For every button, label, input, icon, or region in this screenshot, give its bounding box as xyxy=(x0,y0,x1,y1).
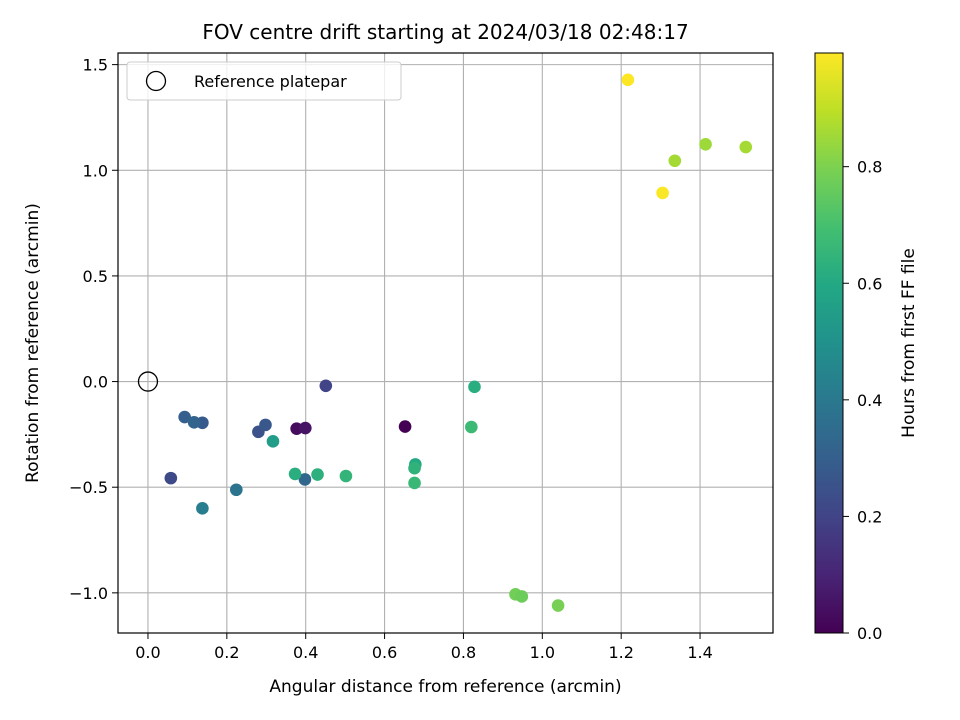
x-axis: 0.0 0.2 0.4 0.6 0.8 1.0 1.2 1.4 xyxy=(135,633,713,662)
scatter-point xyxy=(298,473,312,486)
scatter-point xyxy=(339,469,353,483)
scatter-point xyxy=(178,410,191,424)
legend-reference-label: Reference platepar xyxy=(194,72,347,91)
plot-frame xyxy=(117,52,774,634)
x-tick-label: 0.0 xyxy=(135,643,160,662)
scatter-point xyxy=(230,483,243,497)
x-tick-label: 0.8 xyxy=(451,643,476,662)
scatter-point xyxy=(398,420,412,433)
y-tick-label: −1.0 xyxy=(69,584,108,603)
legend-box xyxy=(126,61,402,101)
chart-title: FOV centre drift starting at 2024/03/18 … xyxy=(202,20,688,44)
x-axis-label: Angular distance from reference (arcmin) xyxy=(269,677,621,697)
x-tick-label: 0.2 xyxy=(214,643,239,662)
scatter-points xyxy=(164,73,753,612)
scatter-point xyxy=(515,590,529,603)
colorbar-label: Hours from first FF file xyxy=(899,248,919,438)
scatter-point xyxy=(408,461,421,475)
colorbar: 0.0 0.2 0.4 0.6 0.8 Hours from first FF file xyxy=(814,52,919,643)
scatter-point xyxy=(259,418,272,432)
legend: Reference platepar xyxy=(126,61,402,101)
reference-marker-layer xyxy=(137,371,159,392)
colorbar-tick-label: 0.6 xyxy=(857,274,882,293)
colorbar-gradient xyxy=(814,52,844,634)
colorbar-tick-label: 0.0 xyxy=(857,624,882,643)
colorbar-tick-label: 0.4 xyxy=(857,391,882,410)
colorbar-tick-label: 0.2 xyxy=(857,507,882,526)
x-tick-label: 0.4 xyxy=(293,643,318,662)
scatter-point xyxy=(299,421,312,435)
scatter-point xyxy=(164,471,178,485)
colorbar-tick-label: 0.8 xyxy=(857,158,882,177)
legend-reference-marker xyxy=(145,70,167,92)
reference-platepar-marker xyxy=(137,371,159,392)
scatter-point xyxy=(288,467,302,481)
y-tick-label: 0.5 xyxy=(83,267,108,286)
scatter-point xyxy=(465,420,478,434)
scatter-point xyxy=(656,186,669,200)
y-tick-label: −0.5 xyxy=(69,478,108,497)
scatter-point xyxy=(319,379,333,393)
scatter-point xyxy=(311,468,324,481)
y-axis: 1.5 1.0 0.5 0.0 −0.5 −1.0 xyxy=(69,56,118,603)
x-tick-label: 1.4 xyxy=(687,643,712,662)
colorbar-ticks: 0.0 0.2 0.4 0.6 0.8 xyxy=(843,158,882,643)
scatter-point xyxy=(668,154,682,168)
scatter-point xyxy=(196,502,209,515)
y-tick-label: 1.5 xyxy=(83,56,108,75)
x-tick-label: 1.0 xyxy=(530,643,555,662)
y-tick-label: 0.0 xyxy=(83,373,108,392)
scatter-point xyxy=(187,416,201,429)
scatter-point xyxy=(551,599,565,612)
scatter-point xyxy=(621,73,635,87)
scatter-point xyxy=(468,380,481,394)
x-tick-label: 0.6 xyxy=(372,643,397,662)
scatter-point xyxy=(699,137,712,151)
x-tick-label: 1.2 xyxy=(608,643,633,662)
y-tick-label: 1.0 xyxy=(83,161,108,180)
scatter-point xyxy=(739,140,753,154)
y-axis-label: Rotation from reference (arcmin) xyxy=(23,203,43,483)
scatter-point xyxy=(408,476,421,490)
grid xyxy=(118,53,773,633)
scatter-point xyxy=(266,435,280,448)
